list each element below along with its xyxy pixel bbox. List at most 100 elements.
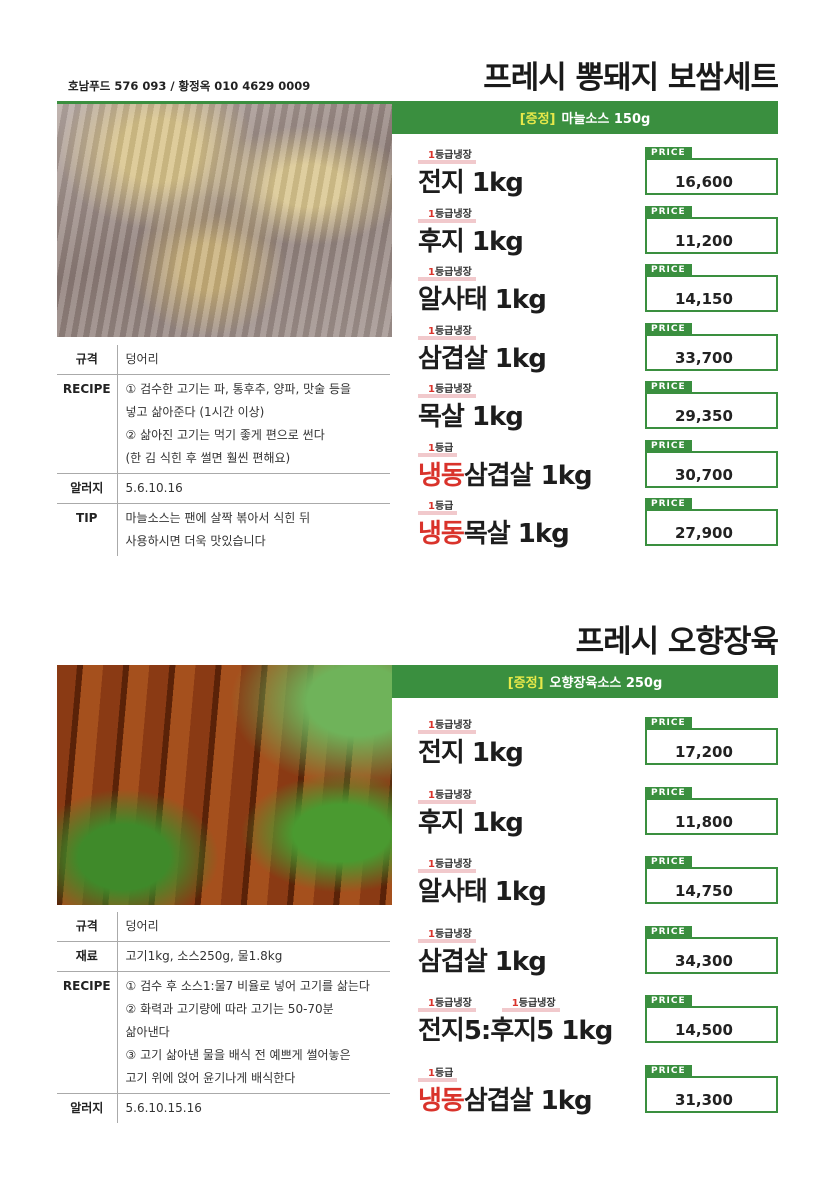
spec-line: 덩어리 bbox=[125, 919, 159, 933]
spec-key: 알러지 bbox=[57, 1093, 118, 1123]
price-tab: PRICE bbox=[645, 995, 692, 1007]
price-box: 30,700 bbox=[645, 450, 778, 488]
price-tab: PRICE bbox=[645, 925, 692, 938]
item-name-text: 삼겹살 1kg bbox=[418, 343, 547, 374]
grade-text: 등급냉장 bbox=[434, 789, 472, 801]
grade-tag: 1등급냉장 bbox=[418, 998, 476, 1012]
grade-text: 등급냉장 bbox=[434, 325, 472, 337]
price-tab: PRICE bbox=[645, 205, 692, 218]
grade-tag: 1등급냉장 bbox=[501, 998, 560, 1012]
price-tab: PRICE bbox=[645, 381, 692, 393]
gift-label: [증정] bbox=[519, 112, 556, 127]
price-tab: PRICE bbox=[645, 717, 692, 729]
spec-row: 규격 덩어리 bbox=[57, 912, 390, 942]
price-box: 11,800 bbox=[645, 797, 778, 835]
product-photo-bossam bbox=[57, 104, 392, 337]
item-name-text: 전지 1kg bbox=[418, 168, 524, 198]
spec-key: TIP bbox=[57, 503, 118, 556]
grade-text: 등급 bbox=[434, 1067, 454, 1079]
spec-key: 규격 bbox=[57, 912, 118, 942]
item-name: 삼겹살 1kg bbox=[418, 338, 547, 375]
spec-line: ③ 고기 삶아낸 물을 배식 전 예쁘게 썰어놓은 bbox=[125, 1048, 351, 1062]
gift-label: [증정] bbox=[507, 676, 544, 691]
section-title: 프레시 오향장육 bbox=[575, 624, 779, 660]
grade-text: 등급냉장 bbox=[434, 208, 472, 220]
grade-text: 등급냉장 bbox=[434, 928, 472, 940]
price-box: 11,200 bbox=[645, 216, 778, 254]
grade-number: 1 bbox=[428, 325, 435, 337]
grade-tag: 1등급냉장 bbox=[418, 929, 476, 943]
grade-number: 1 bbox=[428, 720, 435, 731]
item-name: 후지 1kg bbox=[418, 802, 524, 839]
spec-value: 덩어리 bbox=[117, 912, 390, 942]
price-box: 29,350 bbox=[645, 392, 778, 429]
section-title: 프레시 뽕돼지 보쌈세트 bbox=[483, 60, 779, 96]
price-tab: PRICE bbox=[645, 147, 692, 159]
spec-table: 규격 덩어리 재료 고기1kg, 소스250g, 물1.8kg RECIPE ① 검수 후… bbox=[57, 912, 390, 1123]
spec-line: (한 김 식힌 후 썰면 훨씬 편해요) bbox=[125, 451, 291, 465]
spec-value: ① 검수 후 소스1:물7 비율로 넣어 고기를 삶는다 ② 화력과 고기량에 따… bbox=[117, 971, 390, 1094]
grade-text: 등급냉장 bbox=[434, 998, 472, 1009]
grade-number: 1 bbox=[428, 150, 435, 161]
grade-number: 1 bbox=[428, 267, 435, 278]
gift-text: 오향장육소스 250g bbox=[549, 676, 663, 691]
grade-tag: 1등급냉장 bbox=[418, 790, 476, 804]
grade-text: 등급냉장 bbox=[434, 859, 472, 870]
item-name-text: 목살 1kg bbox=[418, 402, 524, 432]
spec-key: 알러지 bbox=[57, 473, 118, 504]
spec-row: 규격 덩어리 bbox=[57, 345, 390, 375]
grade-text: 등급냉장 bbox=[434, 384, 472, 395]
spec-row: 알러지 5.6.10.15.16 bbox=[57, 1093, 390, 1123]
grade-text: 등급냉장 bbox=[434, 150, 472, 161]
spec-row: 알러지 5.6.10.16 bbox=[57, 473, 390, 504]
grade-number: 1 bbox=[428, 859, 435, 870]
grade-number: 1 bbox=[428, 442, 435, 454]
spec-line: 넣고 삶아준다 (1시간 이상) bbox=[125, 405, 265, 419]
spec-line: ② 화력과 고기량에 따라 고기는 50-70분 bbox=[125, 1002, 334, 1016]
grade-text: 등급 bbox=[434, 501, 454, 512]
spec-line: 고기1kg, 소스250g, 물1.8kg bbox=[125, 949, 283, 963]
frozen-label: 냉동 bbox=[418, 1085, 465, 1116]
item-name: 알사태 1kg bbox=[418, 871, 547, 908]
item-name-text: 후지 1kg bbox=[418, 807, 524, 838]
item-name-text: 후지 1kg bbox=[418, 226, 524, 257]
spec-line: 고기 위에 얹어 윤기나게 배식한다 bbox=[125, 1071, 296, 1085]
price-box: 27,900 bbox=[645, 509, 778, 546]
contact-info: 호남푸드 576 093 / 황정옥 010 4629 0009 bbox=[68, 79, 311, 93]
spec-line: 사용하시면 더욱 맛있습니다 bbox=[125, 534, 266, 548]
grade-text: 등급냉장 bbox=[434, 267, 472, 278]
price-tab: PRICE bbox=[645, 322, 692, 335]
spec-key: 규격 bbox=[57, 345, 118, 375]
spec-line: ② 삶아진 고기는 먹기 좋게 편으로 썬다 bbox=[125, 428, 325, 442]
item-name-text: 삼겹살 1kg bbox=[463, 460, 593, 491]
grade-number: 1 bbox=[428, 384, 435, 395]
spec-line: 마늘소스는 팬에 살짝 볶아서 식힌 뒤 bbox=[125, 511, 311, 525]
grade-text: 등급냉장 bbox=[518, 998, 556, 1009]
price-box: 33,700 bbox=[645, 333, 778, 371]
grade-tag: 1등급냉장 bbox=[418, 720, 476, 734]
grade-number: 1 bbox=[511, 998, 519, 1009]
item-name: 전지 1kg bbox=[418, 732, 524, 769]
price-box: 34,300 bbox=[645, 936, 778, 974]
grade-number: 1 bbox=[428, 208, 435, 220]
product-photo-ohyang bbox=[57, 665, 392, 905]
grade-number: 1 bbox=[428, 1067, 435, 1079]
price-tab: PRICE bbox=[645, 856, 692, 868]
grade-tag: 1등급 bbox=[418, 1067, 458, 1082]
price-box: 31,300 bbox=[645, 1075, 778, 1113]
spec-key: RECIPE bbox=[57, 374, 118, 474]
spec-line: 삶아낸다 bbox=[125, 1025, 170, 1039]
price-tab: PRICE bbox=[645, 439, 692, 452]
item-name: 후지 1kg bbox=[418, 221, 524, 258]
grade-text: 등급냉장 bbox=[434, 720, 472, 731]
spec-line: ① 검수한 고기는 파, 통후추, 양파, 맛술 등을 bbox=[125, 382, 352, 396]
item-name-text: 전지5:후지5 1kg bbox=[418, 1016, 613, 1046]
grade-tag: 1등급냉장 bbox=[418, 150, 476, 164]
item-name-text: 삼겹살 1kg bbox=[418, 946, 547, 977]
price-tab: PRICE bbox=[645, 1064, 692, 1077]
price-box: 14,150 bbox=[645, 275, 778, 312]
price-box: 16,600 bbox=[645, 158, 778, 195]
frozen-label: 냉동 bbox=[418, 519, 465, 549]
price-tab: PRICE bbox=[645, 264, 692, 276]
